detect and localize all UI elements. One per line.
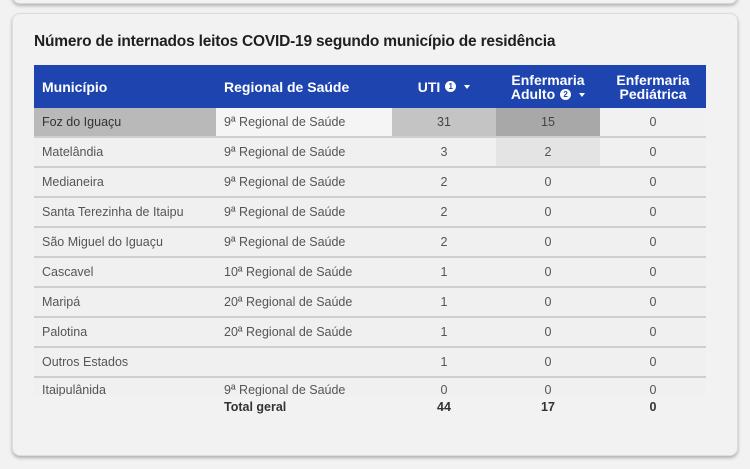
cell-municipio: Foz do Iguaçu — [34, 108, 216, 136]
cell-uti: 2 — [440, 175, 448, 189]
cell-enf-adulto: 15 — [496, 108, 600, 136]
cell-municipio: Palotina — [42, 325, 88, 339]
table-header: Município Regional de Saúde UTI 1 Enferm… — [34, 65, 706, 108]
sort-desc-icon[interactable] — [464, 84, 471, 89]
cell-enf-ped: 0 — [649, 235, 657, 249]
cell-enf-ped: 0 — [649, 205, 657, 219]
cell-municipio: Santa Terezinha de Itaipu — [42, 205, 184, 219]
cell-uti: 31 — [392, 108, 496, 136]
cell-regional: 10ª Regional de Saúde — [224, 265, 353, 279]
total-uti: 44 — [437, 400, 451, 414]
header-enf-adulto-line2: Adulto — [510, 85, 556, 102]
cell-uti: 0 — [440, 383, 448, 396]
sort-desc-icon[interactable] — [579, 92, 586, 97]
header-municipio[interactable]: Município — [34, 65, 216, 108]
cell-uti: 3 — [440, 145, 448, 159]
cell-regional: 9ª Regional de Saúde — [224, 175, 346, 189]
table-row[interactable]: Foz do Iguaçu 9ª Regional de Saúde 31 15… — [34, 108, 706, 138]
info-icon[interactable]: 2 — [560, 89, 572, 101]
cell-uti: 2 — [440, 235, 448, 249]
cell-regional — [216, 348, 392, 376]
cell-municipio: Outros Estados — [42, 355, 129, 369]
table-row[interactable]: São Miguel do Iguaçu 9ª Regional de Saúd… — [34, 228, 706, 258]
cell-enf-adulto: 0 — [544, 235, 552, 249]
total-enf-adulto: 17 — [541, 400, 555, 414]
cell-regional: 9ª Regional de Saúde — [224, 383, 346, 396]
info-icon[interactable]: 1 — [445, 81, 457, 92]
header-municipio-label: Município — [42, 78, 108, 95]
header-enf-ped-line1: Enfermaria — [616, 71, 690, 88]
card-title: Número de internados leitos COVID-19 seg… — [34, 33, 556, 50]
header-uti-label: UTI — [417, 78, 441, 95]
header-regional-label: Regional de Saúde — [224, 78, 350, 95]
total-label: Total geral — [224, 400, 287, 414]
table-row[interactable]: Palotina 20ª Regional de Saúde 1 0 0 — [34, 318, 706, 348]
table-row[interactable]: Medianeira 9ª Regional de Saúde 2 0 0 — [34, 168, 706, 198]
cell-enf-ped: 0 — [649, 145, 657, 159]
cell-enf-adulto: 2 — [496, 138, 600, 166]
table-total-row: Total geral 44 17 0 — [34, 396, 706, 418]
cell-municipio: Matelândia — [42, 145, 104, 159]
internados-card: Número de internados leitos COVID-19 seg… — [12, 13, 738, 456]
header-enf-ped-line2: Pediátrica — [619, 85, 687, 102]
cell-enf-ped: 0 — [649, 265, 657, 279]
cell-enf-ped: 0 — [649, 383, 657, 396]
cell-regional: 20ª Regional de Saúde — [224, 295, 353, 309]
cell-uti: 1 — [440, 325, 448, 339]
table-row[interactable]: Maripá 20ª Regional de Saúde 1 0 0 — [34, 288, 706, 318]
header-enfermaria-pediatrica[interactable]: Enfermaria Pediátrica — [600, 65, 706, 108]
table-row[interactable]: Santa Terezinha de Itaipu 9ª Regional de… — [34, 198, 706, 228]
cell-enf-ped: 0 — [649, 295, 657, 309]
internados-table: Município Regional de Saúde UTI 1 Enferm… — [34, 65, 706, 418]
cell-enf-adulto: 0 — [544, 205, 552, 219]
cell-regional: 9ª Regional de Saúde — [224, 235, 346, 249]
table-row[interactable]: Matelândia 9ª Regional de Saúde 3 2 0 — [34, 138, 706, 168]
cell-regional: 20ª Regional de Saúde — [224, 325, 353, 339]
cell-municipio: Maripá — [42, 295, 81, 309]
cell-enf-adulto: 0 — [544, 325, 552, 339]
cell-enf-ped: 0 — [649, 175, 657, 189]
cell-enf-adulto: 0 — [544, 355, 552, 369]
cell-municipio: Itaipulânida — [42, 383, 106, 396]
cell-uti: 2 — [440, 205, 448, 219]
cell-enf-adulto: 0 — [544, 175, 552, 189]
header-enf-adulto-line1: Enfermaria — [511, 71, 585, 88]
cell-enf-adulto: 0 — [544, 265, 552, 279]
total-spacer — [34, 396, 216, 418]
header-uti[interactable]: UTI 1 — [392, 65, 496, 108]
previous-card — [12, 0, 738, 4]
cell-enf-ped: 0 — [649, 355, 657, 369]
cell-uti: 1 — [440, 295, 448, 309]
cell-municipio: Cascavel — [42, 265, 94, 279]
table-row[interactable]: Cascavel 10ª Regional de Saúde 1 0 0 — [34, 258, 706, 288]
cell-enf-ped: 0 — [649, 325, 657, 339]
table-row[interactable]: Itaipulânida 9ª Regional de Saúde 0 0 0 — [34, 378, 706, 396]
header-regional[interactable]: Regional de Saúde — [216, 65, 392, 108]
cell-municipio: Medianeira — [42, 175, 104, 189]
cell-enf-adulto: 0 — [544, 295, 552, 309]
header-enfermaria-adulto[interactable]: Enfermaria Adulto 2 — [496, 65, 600, 108]
cell-uti: 1 — [440, 265, 448, 279]
table-body[interactable]: Foz do Iguaçu 9ª Regional de Saúde 31 15… — [34, 108, 706, 396]
table-row[interactable]: Outros Estados 1 0 0 — [34, 348, 706, 378]
cell-regional: 9ª Regional de Saúde — [216, 108, 392, 136]
cell-regional: 9ª Regional de Saúde — [224, 205, 346, 219]
cell-enf-adulto: 0 — [544, 383, 552, 396]
cell-regional: 9ª Regional de Saúde — [224, 145, 346, 159]
total-enf-ped: 0 — [649, 400, 657, 414]
cell-municipio: São Miguel do Iguaçu — [42, 235, 163, 249]
cell-uti: 1 — [440, 355, 448, 369]
cell-enf-ped: 0 — [600, 108, 706, 136]
